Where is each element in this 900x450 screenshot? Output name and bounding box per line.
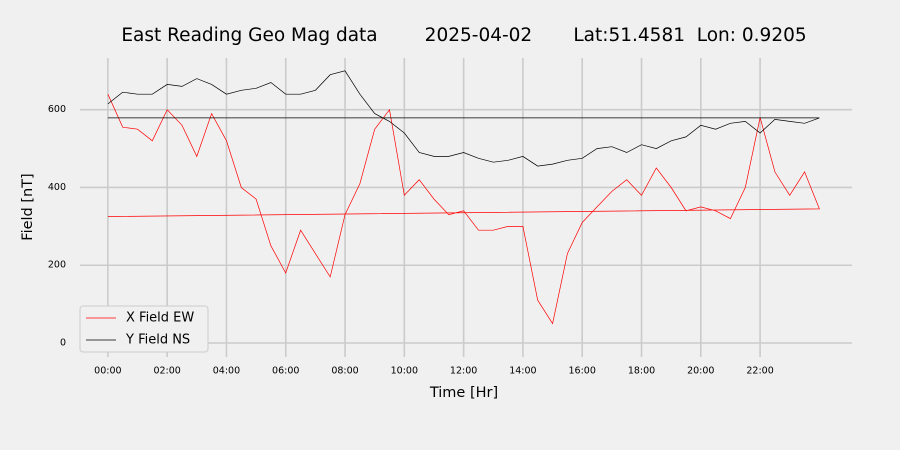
- x-tick-label: 10:00: [391, 366, 418, 377]
- x-tick-label: 00:00: [94, 366, 121, 377]
- x-tick-label: 22:00: [746, 366, 773, 377]
- x-tick-label: 14:00: [509, 366, 536, 377]
- x-tick-label: 20:00: [687, 366, 714, 377]
- x-tick-label: 04:00: [213, 366, 240, 377]
- x-tick-label: 02:00: [153, 366, 180, 377]
- y-tick-label: 600: [48, 104, 66, 115]
- legend-box: [79, 305, 209, 353]
- chart-title: East Reading Geo Mag data 2025-04-02 Lat…: [121, 25, 806, 46]
- x-tick-label: 08:00: [331, 366, 358, 377]
- x-tick-label: 12:00: [450, 366, 477, 377]
- x-tick-label: 18:00: [628, 366, 655, 377]
- x-tick-label: 06:00: [272, 366, 299, 377]
- x-tick-label: 16:00: [569, 366, 596, 377]
- y-tick-label: 200: [48, 260, 66, 271]
- y-axis-label: Field [nT]: [20, 173, 36, 240]
- x-axis-label: Time [Hr]: [429, 385, 498, 401]
- legend-label: X Field EW: [126, 311, 194, 326]
- legend-label: Y Field NS: [125, 333, 190, 348]
- data-line: [107, 94, 820, 325]
- data-line: [107, 70, 820, 167]
- y-tick-label: 0: [60, 338, 66, 349]
- y-tick-label: 400: [48, 182, 66, 193]
